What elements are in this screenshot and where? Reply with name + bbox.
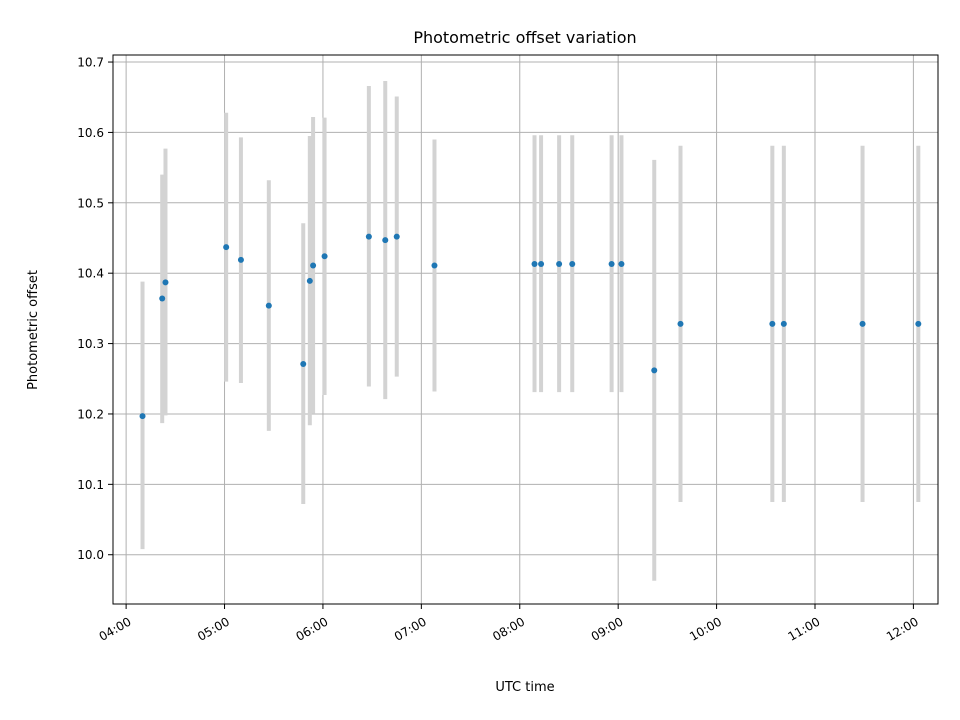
data-point <box>531 261 538 268</box>
y-tick-label: 10.2 <box>77 407 104 421</box>
data-point <box>223 244 230 251</box>
data-point <box>310 262 317 269</box>
x-axis-ticks: 04:00 05:00 06:00 07:00 08:00 09:00 10:00 11:00… <box>97 604 921 644</box>
x-tick-label: 07:00 <box>392 614 429 643</box>
data-point <box>306 277 313 284</box>
x-tick-label: 06:00 <box>293 614 330 643</box>
y-tick-label: 10.1 <box>77 478 104 492</box>
point-layer <box>139 233 922 420</box>
y-tick-label: 10.6 <box>77 126 104 140</box>
data-point <box>162 279 169 286</box>
data-point <box>393 233 400 240</box>
data-point <box>769 320 776 327</box>
x-tick-label: 12:00 <box>884 614 921 643</box>
data-point <box>300 360 307 367</box>
errorbar-layer <box>140 81 921 581</box>
grid-layer <box>113 55 938 604</box>
data-point <box>859 320 866 327</box>
x-tick-label: 11:00 <box>786 614 823 643</box>
data-point <box>265 302 272 309</box>
data-point <box>159 295 166 302</box>
data-point <box>365 233 372 240</box>
y-tick-label: 10.0 <box>77 548 104 562</box>
x-tick-label: 04:00 <box>97 614 134 643</box>
data-point <box>321 253 328 260</box>
data-point <box>618 261 625 268</box>
x-axis-label: UTC time <box>495 680 554 695</box>
plot-frame <box>112 54 939 605</box>
y-axis-ticks: 10.0 10.1 10.2 10.3 10.4 10.5 10.6 10.7 <box>77 56 113 562</box>
data-point <box>237 256 244 263</box>
y-tick-label: 10.5 <box>77 196 104 210</box>
data-point <box>780 320 787 327</box>
data-point <box>651 367 658 374</box>
data-point <box>431 262 438 269</box>
chart-title: Photometric offset variation <box>413 28 636 47</box>
data-point <box>556 261 563 268</box>
y-tick-label: 10.7 <box>77 56 104 70</box>
data-point <box>608 261 615 268</box>
y-tick-label: 10.4 <box>77 267 104 281</box>
data-point <box>382 237 389 244</box>
data-point <box>915 320 922 327</box>
data-point <box>139 413 146 420</box>
y-axis-label: Photometric offset <box>26 270 41 390</box>
data-point <box>569 261 576 268</box>
y-tick-label: 10.3 <box>77 337 104 351</box>
x-tick-label: 09:00 <box>589 614 626 643</box>
x-tick-label: 10:00 <box>687 614 724 643</box>
data-point <box>677 320 684 327</box>
x-tick-label: 05:00 <box>195 614 232 643</box>
data-point <box>538 261 545 268</box>
x-tick-label: 08:00 <box>490 614 527 643</box>
